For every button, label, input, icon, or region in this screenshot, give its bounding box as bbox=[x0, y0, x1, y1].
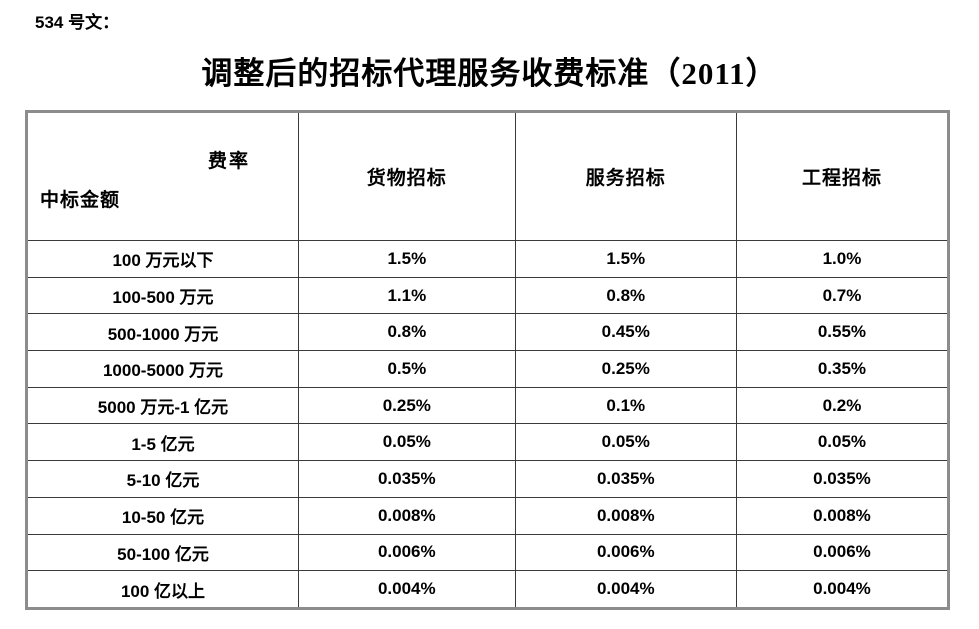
column-header-engineering: 工程招标 bbox=[735, 111, 950, 241]
table-row: 100 亿以上 0.004% 0.004% 0.004% bbox=[26, 570, 950, 609]
table-cell-engineering: 0.2% bbox=[735, 386, 950, 425]
table-row: 10-50 亿元 0.008% 0.008% 0.008% bbox=[26, 496, 950, 535]
corner-amount-label: 中标金额 bbox=[40, 190, 121, 211]
table-cell-services: 0.45% bbox=[514, 313, 737, 352]
table-cell-goods: 1.1% bbox=[297, 276, 516, 315]
corner-rate-label: 费率 bbox=[207, 151, 250, 172]
table-cell-services: 0.05% bbox=[514, 423, 737, 462]
table-cell-goods: 1.5% bbox=[297, 240, 516, 278]
table-row: 5-10 亿元 0.035% 0.035% 0.035% bbox=[26, 460, 950, 498]
row-label: 100 亿以上 bbox=[26, 570, 299, 609]
table-cell-goods: 0.004% bbox=[297, 570, 516, 609]
table-row: 50-100 亿元 0.006% 0.006% 0.006% bbox=[26, 533, 950, 572]
table-cell-engineering: 0.004% bbox=[735, 570, 950, 609]
table-cell-goods: 0.05% bbox=[297, 423, 516, 462]
column-header-goods: 货物招标 bbox=[297, 111, 516, 241]
row-label: 5000 万元-1 亿元 bbox=[26, 386, 299, 425]
table-header: 费率 中标金额 货物招标 服务招标 工程招标 bbox=[26, 111, 950, 241]
table-cell-services: 1.5% bbox=[514, 240, 737, 278]
table-cell-engineering: 0.55% bbox=[735, 313, 950, 352]
table-cell-engineering: 0.35% bbox=[735, 350, 950, 388]
header-row: 费率 中标金额 货物招标 服务招标 工程招标 bbox=[26, 111, 950, 241]
table-cell-services: 0.035% bbox=[514, 460, 737, 498]
table-cell-goods: 0.035% bbox=[297, 460, 516, 498]
row-label: 50-100 亿元 bbox=[26, 533, 299, 572]
row-label: 10-50 亿元 bbox=[26, 496, 299, 535]
corner-cell: 费率 中标金额 bbox=[26, 111, 299, 241]
table-cell-services: 0.006% bbox=[514, 533, 737, 572]
row-label: 100 万元以下 bbox=[26, 240, 299, 278]
table-cell-engineering: 0.035% bbox=[735, 460, 950, 498]
table-cell-services: 0.008% bbox=[514, 496, 737, 535]
table-cell-engineering: 0.05% bbox=[735, 423, 950, 462]
page-title: 调整后的招标代理服务收费标准（2011） bbox=[201, 56, 778, 91]
doc-number-label: 534 号文： bbox=[35, 13, 120, 32]
column-header-services: 服务招标 bbox=[514, 111, 737, 241]
table-cell-services: 0.25% bbox=[514, 350, 737, 388]
table-row: 1000-5000 万元 0.5% 0.25% 0.35% bbox=[26, 350, 950, 388]
table-row: 100 万元以下 1.5% 1.5% 1.0% bbox=[26, 240, 950, 278]
fee-standard-table: 费率 中标金额 货物招标 服务招标 工程招标 100 万元以下 1.5% 1.5… bbox=[25, 110, 950, 610]
table-cell-goods: 0.006% bbox=[297, 533, 516, 572]
table-cell-goods: 0.8% bbox=[297, 313, 516, 352]
table-row: 1-5 亿元 0.05% 0.05% 0.05% bbox=[26, 423, 950, 462]
table-cell-engineering: 0.7% bbox=[735, 276, 950, 315]
table-row: 5000 万元-1 亿元 0.25% 0.1% 0.2% bbox=[26, 386, 950, 425]
table-cell-goods: 0.5% bbox=[297, 350, 516, 388]
row-label: 1-5 亿元 bbox=[26, 423, 299, 462]
table-cell-services: 0.1% bbox=[514, 386, 737, 425]
row-label: 100-500 万元 bbox=[26, 276, 299, 315]
table-row: 500-1000 万元 0.8% 0.45% 0.55% bbox=[26, 313, 950, 352]
row-label: 5-10 亿元 bbox=[26, 460, 299, 498]
row-label: 500-1000 万元 bbox=[26, 313, 299, 352]
table-cell-engineering: 0.006% bbox=[735, 533, 950, 572]
table-body: 100 万元以下 1.5% 1.5% 1.0% 100-500 万元 1.1% … bbox=[26, 240, 950, 609]
table-cell-engineering: 1.0% bbox=[735, 240, 950, 278]
table-cell-engineering: 0.008% bbox=[735, 496, 950, 535]
table-row: 100-500 万元 1.1% 0.8% 0.7% bbox=[26, 276, 950, 315]
table-cell-services: 0.004% bbox=[514, 570, 737, 609]
table-cell-services: 0.8% bbox=[514, 276, 737, 315]
row-label: 1000-5000 万元 bbox=[26, 350, 299, 388]
table-cell-goods: 0.25% bbox=[297, 386, 516, 425]
table-cell-goods: 0.008% bbox=[297, 496, 516, 535]
